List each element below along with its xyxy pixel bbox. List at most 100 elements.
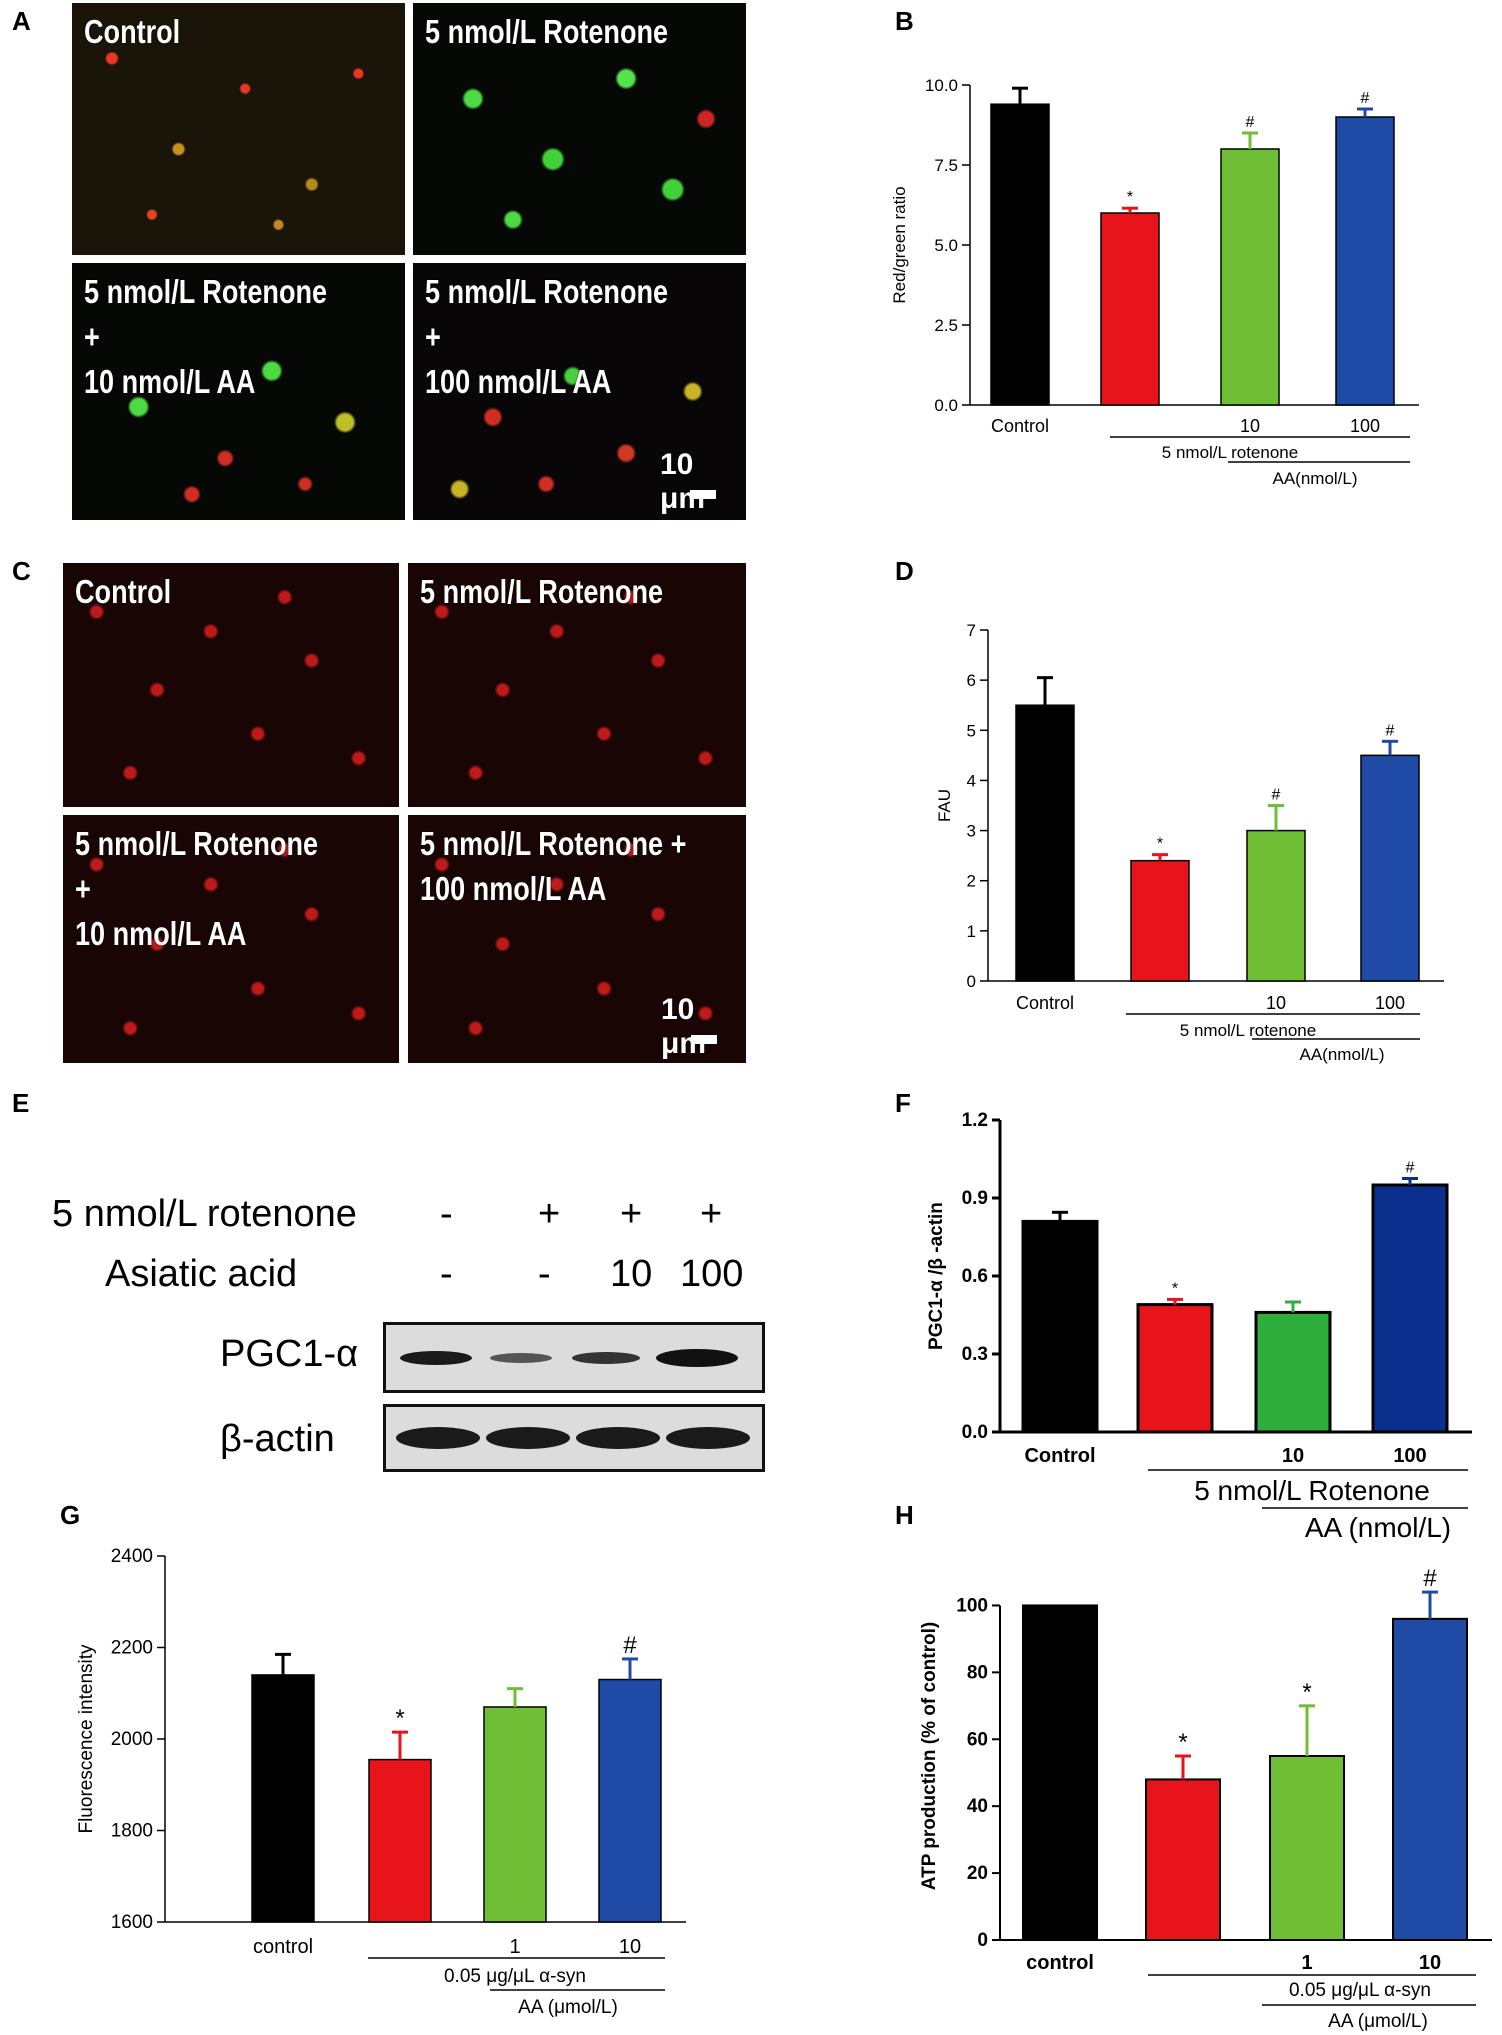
x-tick-label-G-2: 1 [509, 1936, 520, 1958]
micrograph-c-rotenone: 5 nmol/L Rotenone [408, 563, 746, 807]
y-axis-label-D: FAU [935, 789, 954, 822]
group-label-G-0: 0.05 μg/μL α-syn [444, 1966, 586, 1987]
bar-H-3 [1392, 1617, 1468, 1941]
bar-B-2 [1220, 148, 1280, 406]
wb-rotenone-sign-3: + [620, 1193, 643, 1235]
wb-rotenone-label: 5 nmol/L rotenone [52, 1193, 357, 1235]
scale-bar-label: 10 μm [660, 448, 706, 515]
bar-H-2 [1269, 1755, 1345, 1941]
wb-rotenone-sign-1: - [440, 1193, 453, 1235]
panel-label-h: H [895, 1500, 914, 1530]
x-tick-label-G-3: 10 [619, 1936, 641, 1958]
x-tick-label-F-0: Control [1024, 1445, 1095, 1467]
micrograph-label: 5 nmol/L Rotenone + 100 nmol/L AA [425, 273, 669, 400]
wb-bactin-label: β-actin [220, 1418, 335, 1460]
group-label-D-1: AA(nmol/L) [1299, 1045, 1384, 1064]
significance-mark-B-1: * [1127, 189, 1133, 206]
y-tick-label-D: 7 [967, 621, 976, 640]
significance-mark-H-1: * [1178, 1729, 1187, 1756]
micrograph-label: 5 nmol/L Rotenone + 10 nmol/L AA [75, 825, 319, 952]
y-tick-label-F: 0.3 [962, 1344, 988, 1365]
micrograph-c-rotenone-aa100: 5 nmol/L Rotenone + 100 nmol/L AA 10 μm [408, 815, 746, 1063]
wb-band [490, 1353, 552, 1363]
y-tick-label-D: 3 [967, 822, 976, 841]
bar-F-3 [1371, 1183, 1449, 1434]
x-tick-label-B-2: 10 [1240, 416, 1260, 436]
wb-aa-sign-3: 10 [610, 1253, 653, 1295]
significance-mark-H-3: # [1423, 1565, 1437, 1592]
y-tick-label-F: 0.0 [962, 1422, 988, 1443]
y-tick-label-F: 0.9 [962, 1188, 988, 1209]
wb-rotenone-sign-2: + [538, 1193, 561, 1235]
y-tick-label-D: 1 [967, 922, 976, 941]
bar-G-2 [483, 1706, 547, 1923]
micrograph-a-rotenone-aa100: 5 nmol/L Rotenone + 100 nmol/L AA 10 μm [413, 263, 746, 520]
bar-G-0 [251, 1674, 315, 1923]
y-tick-label-B: 5.0 [934, 236, 958, 255]
micrograph-label: 5 nmol/L Rotenone + 10 nmol/L AA [84, 273, 328, 400]
group-label-F-0: 5 nmol/L Rotenone [1194, 1475, 1430, 1506]
y-tick-label-D: 6 [967, 671, 976, 690]
wb-aa-sign-1: - [440, 1253, 453, 1295]
y-tick-label-B: 10.0 [925, 76, 958, 95]
x-tick-label-D-3: 100 [1375, 993, 1405, 1013]
bar-H-0 [1022, 1604, 1098, 1942]
y-tick-label-G: 2400 [111, 1546, 153, 1567]
micrograph-a-control: Control [72, 3, 405, 255]
bar-G-1 [368, 1758, 432, 1923]
x-tick-label-G-0: control [253, 1936, 313, 1958]
scale-bar-line [691, 1035, 717, 1044]
y-tick-label-D: 5 [967, 721, 976, 740]
wb-pgc1a-blot [383, 1322, 765, 1393]
group-label-G-1: AA (μmol/L) [518, 1997, 618, 2018]
bar-H-1 [1145, 1778, 1221, 1942]
y-tick-label-G: 1800 [111, 1821, 153, 1842]
bar-F-0 [1021, 1219, 1099, 1434]
y-tick-label-D: 4 [967, 771, 976, 790]
y-tick-label-G: 2200 [111, 1638, 153, 1659]
significance-mark-G-3: # [623, 1632, 637, 1659]
y-tick-label-G: 1600 [111, 1912, 153, 1933]
y-axis-label-H: ATP production (% of control) [919, 1622, 940, 1890]
micrograph-a-rotenone-aa10: 5 nmol/L Rotenone + 10 nmol/L AA [72, 263, 405, 520]
significance-mark-D-3: # [1386, 722, 1395, 739]
bar-D-2 [1246, 829, 1306, 982]
bar-D-0 [1015, 704, 1075, 982]
x-tick-label-D-2: 10 [1266, 993, 1286, 1013]
panel-label-f: F [895, 1088, 911, 1118]
x-tick-label-H-3: 10 [1419, 1952, 1441, 1974]
wb-band [396, 1427, 480, 1449]
group-label-B-0: 5 nmol/L rotenone [1162, 443, 1298, 462]
y-axis-label-B: Red/green ratio [890, 186, 909, 303]
bar-F-1 [1136, 1303, 1214, 1434]
significance-mark-G-1: * [395, 1705, 404, 1732]
y-tick-label-H: 100 [956, 1595, 988, 1616]
y-tick-label-F: 0.6 [962, 1266, 988, 1287]
significance-mark-F-1: * [1172, 1280, 1178, 1297]
wb-bactin-blot [383, 1404, 765, 1472]
x-tick-label-H-2: 1 [1301, 1952, 1312, 1974]
y-tick-label-D: 2 [967, 872, 976, 891]
y-tick-label-B: 7.5 [934, 156, 958, 175]
y-tick-label-H: 40 [967, 1796, 988, 1817]
micrograph-label: Control [75, 573, 172, 610]
group-label-F-1: AA (nmol/L) [1305, 1512, 1451, 1543]
bar-B-0 [990, 103, 1050, 406]
x-tick-label-F-2: 10 [1282, 1445, 1304, 1467]
y-tick-label-B: 0.0 [934, 396, 958, 415]
y-tick-label-H: 20 [967, 1863, 988, 1884]
micrograph-c-control: Control [63, 563, 399, 807]
group-label-B-1: AA(nmol/L) [1272, 469, 1357, 488]
micrograph-label: 5 nmol/L Rotenone + 100 nmol/L AA [420, 825, 687, 907]
wb-aa-label: Asiatic acid [105, 1253, 298, 1295]
x-tick-label-H-0: control [1026, 1952, 1094, 1974]
wb-band [572, 1352, 640, 1364]
wb-band [486, 1427, 570, 1449]
significance-mark-D-2: # [1272, 787, 1281, 804]
wb-aa-sign-2: - [538, 1253, 551, 1295]
group-label-D-0: 5 nmol/L rotenone [1180, 1021, 1316, 1040]
x-tick-label-D-0: Control [1016, 993, 1074, 1013]
y-tick-label-D: 0 [967, 972, 976, 991]
bar-F-2 [1254, 1310, 1332, 1434]
panel-label-b: B [895, 6, 914, 36]
